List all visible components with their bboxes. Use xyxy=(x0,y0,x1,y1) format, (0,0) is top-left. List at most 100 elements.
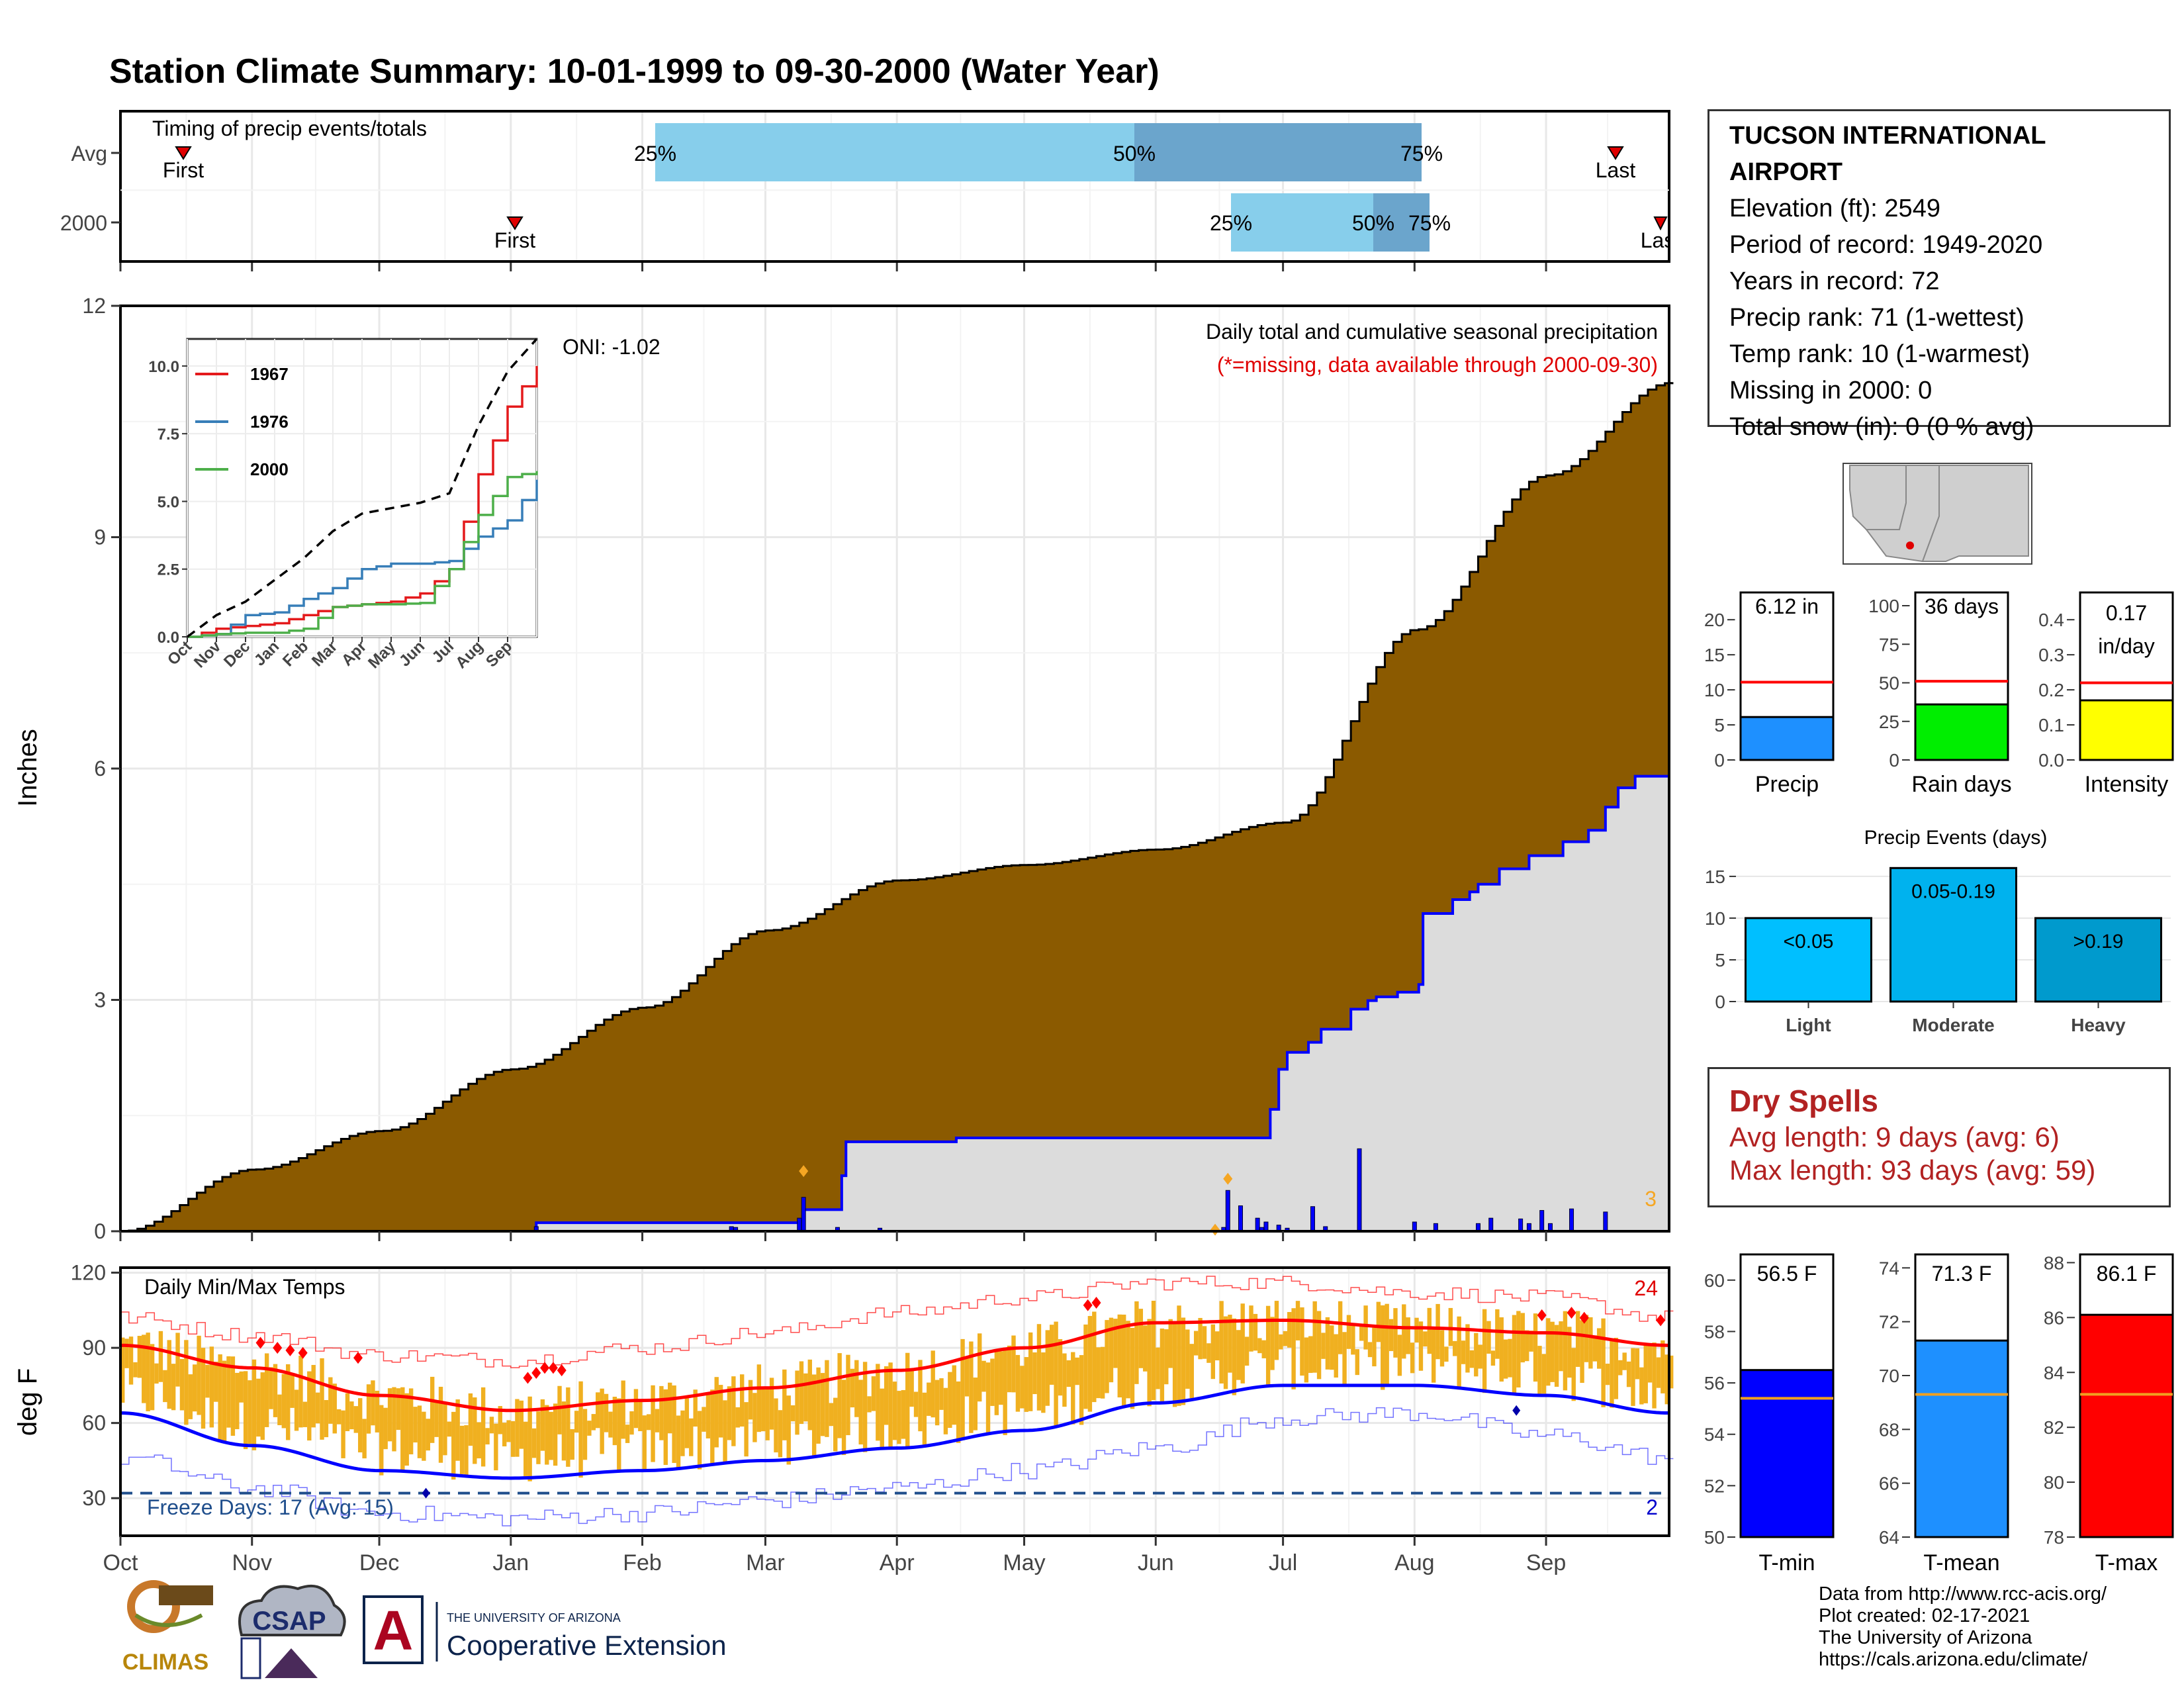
timing-avg-first: First xyxy=(163,158,204,182)
daily-temp-bar xyxy=(154,1363,159,1384)
daily-temp-bar xyxy=(668,1382,672,1434)
daily-temp-bar xyxy=(646,1414,651,1430)
daily-temp-bar xyxy=(1520,1313,1525,1363)
daily-temp-bar xyxy=(1138,1309,1144,1368)
temp-ytick-label: 60 xyxy=(82,1411,106,1435)
month-label: Oct xyxy=(103,1550,138,1575)
timing-avg-last-marker xyxy=(1607,146,1624,160)
daily-temp-bar xyxy=(1537,1346,1542,1397)
daily-temp-bar xyxy=(638,1399,643,1432)
daily-temp-bar xyxy=(1639,1367,1644,1405)
daily-temp-bar xyxy=(1045,1330,1050,1406)
daily-temp-bar xyxy=(740,1374,745,1427)
precip-missing-count: 3 xyxy=(1645,1187,1657,1211)
daily-temp-bar xyxy=(617,1398,621,1472)
month-label: Dec xyxy=(359,1550,399,1575)
daily-temp-bar xyxy=(459,1425,465,1474)
daily-precip-bar xyxy=(1310,1206,1315,1232)
precip-label-main: Daily total and cumulative seasonal prec… xyxy=(1206,320,1658,344)
timing-avg-p25: 25% xyxy=(634,142,676,165)
daily-temp-bar xyxy=(167,1340,171,1409)
daily-temp-bar xyxy=(769,1378,774,1430)
daily-temp-bar xyxy=(248,1380,252,1444)
daily-temp-bar xyxy=(566,1387,570,1467)
daily-temp-bar xyxy=(375,1390,380,1432)
daily-temp-bar xyxy=(1402,1304,1406,1359)
daily-temp-bar xyxy=(1359,1325,1364,1341)
daily-temp-bar xyxy=(1647,1344,1653,1383)
daily-temp-bar xyxy=(854,1360,859,1417)
daily-temp-bar xyxy=(1474,1333,1479,1377)
daily-temp-bar xyxy=(1388,1319,1394,1352)
daily-temp-bar xyxy=(672,1385,676,1464)
daily-temp-bar xyxy=(408,1388,414,1455)
mini-category-label: Rain days xyxy=(1911,772,2011,797)
daily-temp-bar xyxy=(1083,1324,1088,1409)
daily-temp-bar xyxy=(1444,1346,1449,1362)
daily-temp-bar xyxy=(392,1387,396,1452)
temp-summary-ytick-label: 56 xyxy=(1704,1373,1725,1393)
timing-year-first: First xyxy=(494,228,535,252)
daily-temp-bar xyxy=(1185,1329,1190,1389)
daily-temp-bar xyxy=(286,1364,291,1440)
precip-ytick-label: 0 xyxy=(94,1219,106,1243)
daily-temp-bar xyxy=(909,1370,914,1407)
daily-temp-bar xyxy=(1512,1315,1517,1393)
daily-temp-bar xyxy=(1172,1321,1177,1407)
inset-legend-label: 2000 xyxy=(250,459,289,479)
timing-year-last: Last xyxy=(1641,228,1681,252)
daily-temp-bar xyxy=(142,1335,146,1403)
station-location-dot xyxy=(1906,541,1914,549)
daily-temp-bar xyxy=(1193,1331,1199,1356)
daily-temp-bar xyxy=(506,1420,511,1442)
daily-temp-bar xyxy=(540,1399,545,1451)
daily-temp-bar xyxy=(651,1385,655,1462)
daily-temp-bar xyxy=(1457,1316,1461,1390)
record-high-marker xyxy=(285,1344,295,1356)
daily-temp-bar xyxy=(1605,1364,1610,1385)
daily-temp-bar xyxy=(663,1389,668,1466)
event-category-label: Light xyxy=(1786,1015,1831,1035)
record-high-marker xyxy=(531,1366,541,1379)
daily-temp-bar xyxy=(549,1411,553,1460)
events-ytick-label: 5 xyxy=(1715,950,1725,970)
daily-temp-bar xyxy=(1092,1311,1097,1403)
daily-temp-bar xyxy=(1202,1326,1207,1359)
daily-temp-bar xyxy=(901,1389,906,1439)
daily-temp-bar xyxy=(447,1421,452,1437)
daily-temp-bar xyxy=(752,1393,757,1442)
daily-temp-bar xyxy=(850,1368,855,1408)
daily-temp-bar xyxy=(124,1338,129,1368)
daily-temp-bar xyxy=(1304,1337,1309,1383)
daily-temp-bar xyxy=(931,1350,935,1418)
mini-ytick-label: 10 xyxy=(1704,680,1725,700)
footer-credits: Data from http://www.rcc-acis.org/ Plot … xyxy=(1819,1583,2107,1671)
daily-temp-bar xyxy=(260,1372,265,1440)
daily-temp-bar xyxy=(404,1393,409,1466)
daily-temp-bar xyxy=(867,1396,872,1413)
mini-ytick-label: 0.1 xyxy=(2038,715,2064,735)
event-bar xyxy=(1889,867,2017,1003)
station-years: Years in record: 72 xyxy=(1729,267,1940,295)
temp-summary-ytick-label: 66 xyxy=(1879,1474,1899,1494)
daily-precip-bar xyxy=(1488,1217,1494,1232)
daily-temp-bar xyxy=(1279,1334,1283,1350)
temp-summary-ytick-label: 52 xyxy=(1704,1476,1725,1496)
daily-temp-bar xyxy=(502,1423,507,1446)
daily-temp-bar xyxy=(659,1385,664,1440)
daily-temp-bar xyxy=(128,1336,134,1385)
daily-temp-bar xyxy=(833,1397,838,1452)
temp-summary-ytick-label: 74 xyxy=(1879,1258,1899,1278)
record-high-marker xyxy=(353,1352,363,1364)
record-high-marker xyxy=(1656,1314,1666,1327)
daily-temp-bar xyxy=(1121,1314,1126,1407)
record-high-marker xyxy=(1567,1307,1576,1319)
mini-value-label: 0.17 xyxy=(2106,601,2147,625)
station-elevation: Elevation (ft): 2549 xyxy=(1729,195,1940,222)
inset-legend-label: 1967 xyxy=(250,364,289,384)
daily-temp-bar xyxy=(545,1405,549,1465)
daily-temp-bar xyxy=(1385,1303,1389,1385)
daily-temp-bar xyxy=(778,1410,783,1458)
daily-temp-bar xyxy=(1109,1317,1114,1383)
